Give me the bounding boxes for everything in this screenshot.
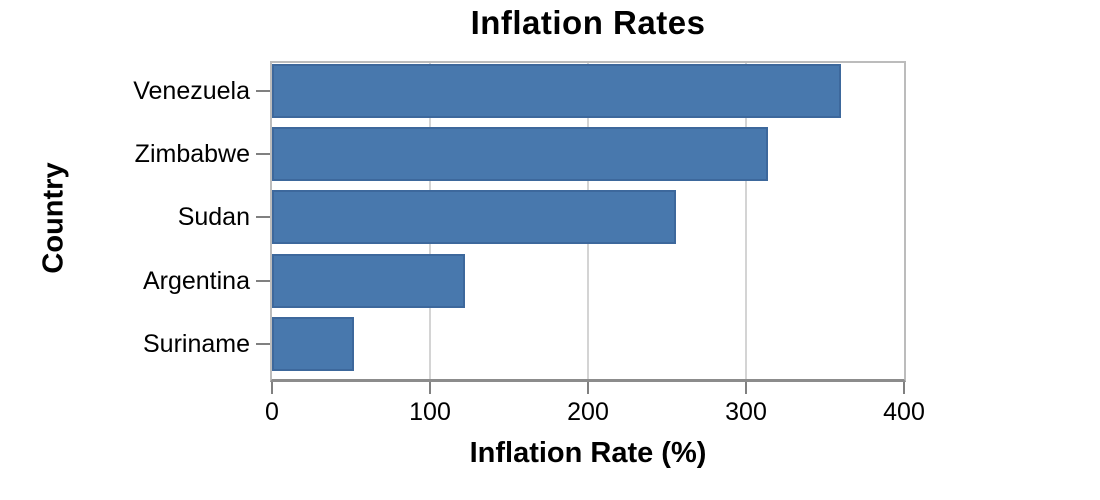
x-tick-label-200: 200 [567,398,609,426]
x-tick-400 [903,382,905,394]
x-tick-0 [271,382,273,394]
y-tick-label-zimbabwe: Zimbabwe [134,140,250,169]
x-tick-label-100: 100 [409,398,451,426]
x-tick-label-300: 300 [725,398,767,426]
chart-title: Inflation Rates [470,4,706,41]
bar-zimbabwe [272,127,769,182]
x-axis-title: Inflation Rate (%) [469,437,707,469]
x-tick-200 [587,382,589,394]
bar-argentina [272,253,465,308]
y-tick-argentina [256,279,270,282]
y-tick-venezuela [256,90,270,92]
y-tick-label-venezuela: Venezuela [133,77,250,105]
y-tick-zimbabwe [256,153,270,156]
bar-sudan [272,190,677,245]
bar-suriname [272,316,355,371]
x-tick-300 [745,382,747,394]
plot-area [270,61,906,382]
y-tick-label-sudan: Sudan [177,203,250,232]
y-tick-sudan [256,216,270,219]
x-tick-label-400: 400 [883,398,925,426]
x-tick-100 [429,382,431,394]
gridline-300 [745,63,747,379]
x-tick-label-0: 0 [265,398,279,426]
y-tick-label-argentina: Argentina [142,266,250,295]
y-tick-suriname [256,342,270,345]
bar-venezuela [272,64,841,118]
y-tick-label-suriname: Suriname [143,329,250,358]
